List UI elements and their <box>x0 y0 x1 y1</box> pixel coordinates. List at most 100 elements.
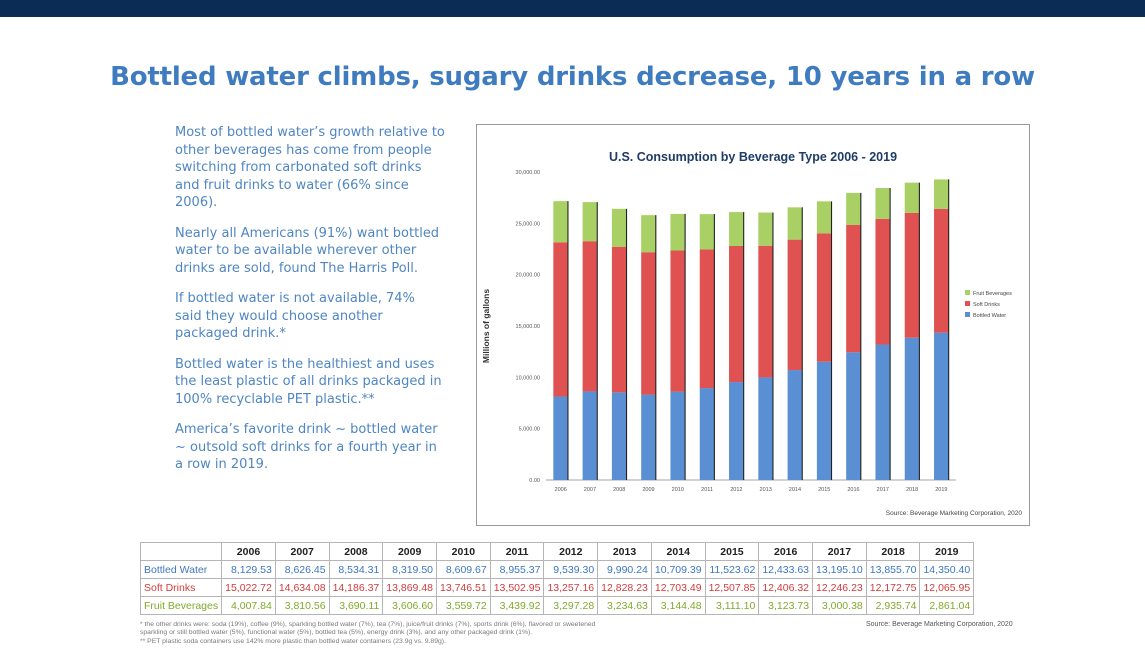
paragraph-harris-poll: Nearly all Americans (91%) want bottled … <box>175 225 440 276</box>
paragraph-alternative: If bottled water is not available, 74% s… <box>175 291 415 341</box>
table-cell: 13,257.16 <box>543 578 599 597</box>
table-cell: 12,065.95 <box>919 578 975 597</box>
table-cell: 13,195.10 <box>812 560 867 579</box>
bar-fruit-beverages <box>670 213 686 251</box>
bar-soft-drinks <box>846 224 861 353</box>
top-banner <box>0 0 1145 17</box>
x-tick-label: 2007 <box>584 487 596 493</box>
table-cell: 8,626.45 <box>274 560 330 579</box>
y-tick-label: 5,000.00 <box>519 427 540 433</box>
bar-soft-drinks <box>611 246 627 393</box>
table-cell: 3,606.60 <box>382 596 437 615</box>
table-cell: 12,172.75 <box>865 578 921 597</box>
y-tick-label: 15,000.00 <box>516 324 540 330</box>
table-cell: 14,186.37 <box>328 578 384 597</box>
table-cell: 9,990.24 <box>597 560 652 579</box>
table-cell: 3,123.73 <box>758 596 814 615</box>
table-cell: 3,144.48 <box>650 596 706 615</box>
table-year-header: 2012 <box>543 542 599 561</box>
table-cell: 8,955.37 <box>489 560 545 579</box>
y-tick-label: 0.00 <box>529 478 540 484</box>
x-tick-label: 2017 <box>877 487 889 493</box>
x-tick-label: 2011 <box>701 487 713 493</box>
bar-soft-drinks <box>787 239 803 371</box>
y-tick-label: 30,000.00 <box>516 170 540 176</box>
y-tick-label: 10,000.00 <box>516 375 540 381</box>
bar-soft-drinks <box>670 250 686 392</box>
table-year-header: 2018 <box>865 542 921 561</box>
bar-soft-drinks <box>699 249 715 389</box>
table-cell: 8,534.31 <box>328 560 384 579</box>
table-year-header: 2013 <box>597 542 652 561</box>
bar-fruit-beverages <box>582 202 598 242</box>
table-cell: 3,111.10 <box>704 596 760 615</box>
table-year-header: 2016 <box>758 542 814 561</box>
table-cell: 14,350.40 <box>919 560 975 579</box>
bar-soft-drinks <box>553 242 568 397</box>
legend-swatch <box>965 290 970 295</box>
paragraph-healthiest: Bottled water is the healthiest and uses… <box>175 356 442 407</box>
table-year-header: 2015 <box>704 542 760 561</box>
footnotes: * the other drinks were: soda (19%), cof… <box>140 621 780 646</box>
y-tick-label: 25,000.00 <box>516 221 540 227</box>
legend-label: Bottled Water <box>973 313 1006 319</box>
chart-source: Source: Beverage Marketing Corporation, … <box>886 510 1023 517</box>
table-cell: 3,000.38 <box>812 596 867 615</box>
table-cell: 12,406.32 <box>758 578 814 597</box>
bar-bottled-water <box>787 370 803 480</box>
y-tick-label: 20,000.00 <box>516 273 540 279</box>
table-row-soft-drinks: Soft Drinks 15,022.72 14,634.08 14,186.37 13… <box>139 578 975 597</box>
bar-fruit-beverages <box>846 192 861 225</box>
bar-soft-drinks <box>582 241 598 392</box>
page-title: Bottled water climbs, sugary drinks decr… <box>110 62 1035 92</box>
paragraph-growth: Most of bottled water’s growth relative … <box>175 125 445 210</box>
bar-fruit-beverages <box>934 179 949 209</box>
table-corner-cell <box>139 542 223 561</box>
table-cell: 10,709.39 <box>650 560 706 579</box>
table-cell: 13,502.95 <box>489 578 545 597</box>
footnote-line: sparkling or still bottled water (5%), f… <box>140 629 533 637</box>
bar-bottled-water <box>846 352 861 480</box>
chart-panel: U.S. Consumption by Beverage Type 2006 -… <box>476 124 1030 526</box>
table-cell: 12,507.85 <box>704 578 760 597</box>
bar-bottled-water <box>611 392 627 480</box>
bar-bottled-water <box>934 332 949 480</box>
table-year-header: 2019 <box>919 542 975 561</box>
bar-bottled-water <box>729 382 744 480</box>
x-tick-label: 2010 <box>672 487 684 493</box>
x-tick-label: 2014 <box>789 487 801 493</box>
table-cell: 11,523.62 <box>704 560 760 579</box>
bar-fruit-beverages <box>611 208 627 247</box>
table-row-bottled-water: Bottled Water 8,129.53 8,626.45 8,534.31 8,3… <box>139 560 975 579</box>
table-cell: 3,690.11 <box>328 596 384 615</box>
footnote-line: ** PET plastic soda containers use 142% … <box>140 637 446 645</box>
table-cell: 15,022.72 <box>221 578 276 597</box>
bar-fruit-beverages <box>699 214 715 250</box>
table-year-header: 2006 <box>221 542 276 561</box>
table-cell: 2,935.74 <box>865 596 921 615</box>
chart-title: U.S. Consumption by Beverage Type 2006 -… <box>609 150 897 164</box>
bar-bottled-water <box>582 391 598 480</box>
table-row-label: Bottled Water <box>139 560 223 579</box>
table-year-header: 2010 <box>436 542 491 561</box>
table-cell: 3,297.28 <box>543 596 599 615</box>
bar-bottled-water <box>758 377 773 480</box>
table-row-label: Soft Drinks <box>139 578 223 597</box>
table-cell: 4,007.84 <box>221 596 276 615</box>
bar-soft-drinks <box>641 252 656 395</box>
x-tick-label: 2016 <box>847 487 859 493</box>
table-cell: 8,609.67 <box>436 560 491 579</box>
table-row-label: Fruit Beverages <box>139 596 223 615</box>
stacked-bar-chart: U.S. Consumption by Beverage Type 2006 -… <box>481 150 1023 517</box>
table-cell: 12,828.23 <box>597 578 652 597</box>
bar-bottled-water <box>816 361 832 480</box>
legend-swatch <box>965 312 970 317</box>
bar-fruit-beverages <box>875 187 891 219</box>
footnote-line: * the other drinks were: soda (19%), cof… <box>140 621 596 628</box>
bar-bottled-water <box>670 391 686 480</box>
table-cell: 14,634.08 <box>274 578 330 597</box>
x-tick-label: 2006 <box>555 487 567 493</box>
table-cell: 13,869.48 <box>382 578 437 597</box>
legend-swatch <box>965 301 970 306</box>
bar-fruit-beverages <box>787 207 803 240</box>
